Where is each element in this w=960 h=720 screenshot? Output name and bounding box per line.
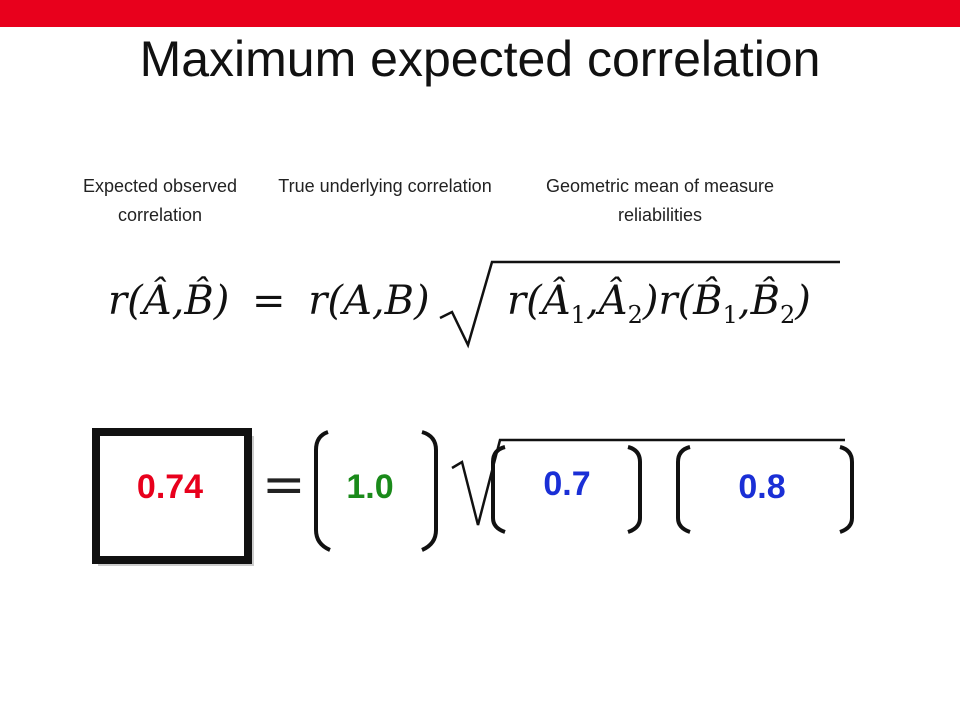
label: Expected observed correlation (82, 176, 238, 225)
formula-sub: 1 (722, 301, 738, 329)
formula-part: )r(B̂ (642, 278, 723, 324)
formula-part: r(Â (507, 278, 571, 324)
label: True underlying correlation (278, 176, 492, 196)
observed-value: 0.74 (136, 468, 204, 506)
formula-sub: 1 (570, 301, 586, 329)
formula-part: r(A,B) (308, 278, 430, 324)
top-bar (0, 0, 960, 27)
formula-part: = (252, 278, 286, 324)
formula: r(Â,B̂) = r(A,B) r(Â1,Â2)r(B̂1,B̂2) (108, 278, 811, 329)
reliability-value: 0.7 (543, 465, 591, 503)
formula-sub: 2 (779, 301, 796, 329)
equals: = (262, 455, 306, 515)
true-value: 1.0 (346, 468, 394, 506)
formula-part: ,B̂ (737, 278, 780, 324)
formula-part: r(Â,B̂) (108, 278, 230, 324)
label: Geometric mean of measure reliabilities (545, 176, 775, 225)
formula-part: ,Â (585, 278, 628, 324)
reliability-value: 0.8 (738, 468, 786, 506)
title: Maximum expected correlation (139, 31, 821, 87)
formula-sub: 2 (627, 301, 643, 329)
formula-part: ) (795, 278, 811, 324)
